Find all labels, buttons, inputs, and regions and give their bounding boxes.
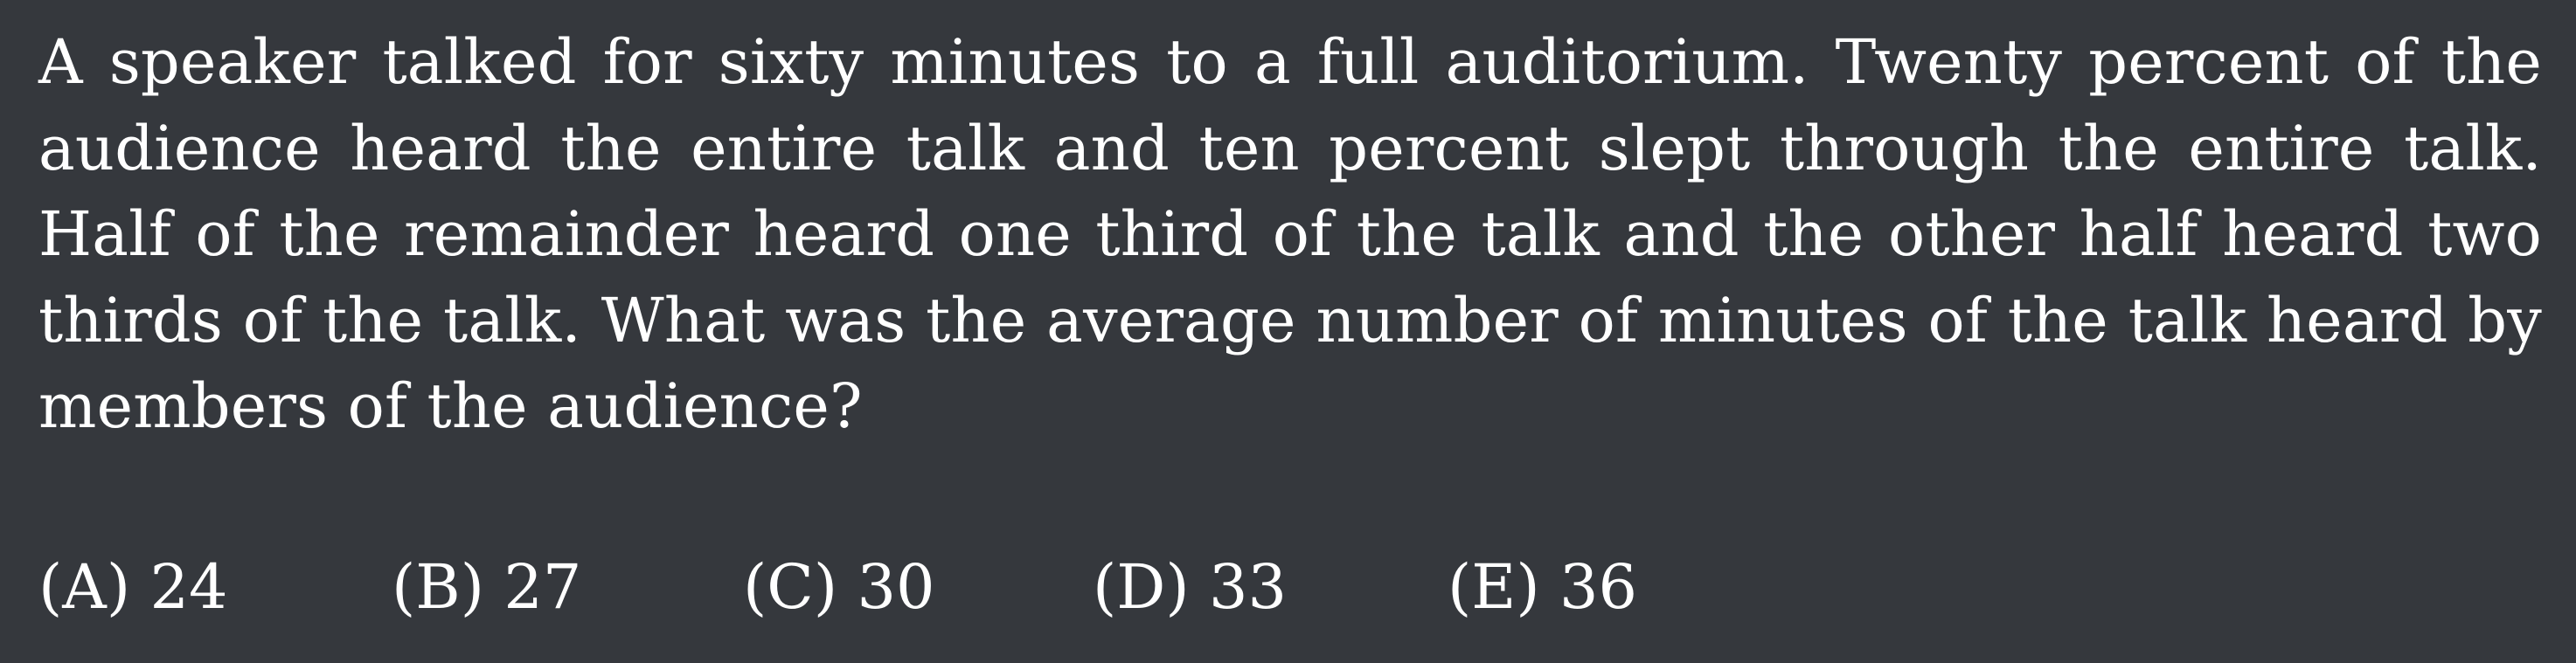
choice-label: (E) [1448, 551, 1540, 623]
answer-choice-c: (C) 30 [743, 543, 935, 631]
answer-choices: (A) 24 (B) 27 (C) 30 (D) 33 (E) 36 [38, 543, 1962, 631]
choice-label: (D) [1093, 551, 1190, 623]
problem-statement: A speaker talked for sixty minutes to a … [38, 26, 2542, 442]
answer-choice-e: (E) 36 [1448, 543, 1637, 631]
choice-label: (B) [392, 551, 485, 623]
answer-choice-b: (B) 27 [392, 543, 581, 631]
choice-label: (C) [743, 551, 838, 623]
choice-label: (A) [38, 551, 131, 623]
choice-value: 27 [503, 551, 582, 623]
choice-value: 36 [1559, 551, 1638, 623]
choice-value: 24 [149, 551, 228, 623]
answer-choice-a: (A) 24 [38, 543, 228, 631]
choice-value: 30 [857, 551, 935, 623]
choice-value: 33 [1209, 551, 1288, 623]
answer-choice-d: (D) 33 [1093, 543, 1287, 631]
